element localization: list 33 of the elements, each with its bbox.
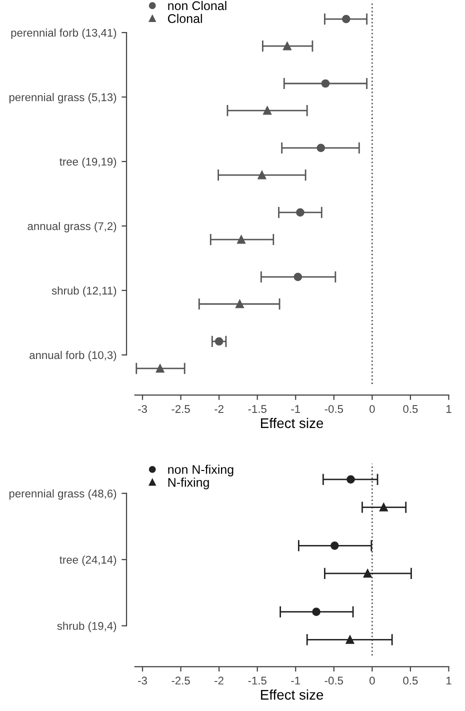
x-axis-title: Effect size	[261, 418, 324, 428]
x-tick-label: -0.5	[324, 676, 343, 685]
x-tick-label: -2	[214, 405, 224, 413]
x-tick-label: 1	[446, 405, 452, 413]
y-tick-label: perennial grass (48,6)	[9, 489, 116, 500]
x-tick-label: -2.5	[172, 405, 190, 413]
legend-label: non Clonal	[168, 0, 226, 10]
x-tick-label: -1	[291, 676, 300, 684]
x-tick-label: -1.5	[248, 676, 266, 685]
x-tick-label: -2	[214, 676, 224, 684]
x-tick-label: -3	[138, 405, 147, 413]
y-tick-label: annual grass (7,2)	[28, 222, 116, 232]
y-tick-label: tree (19,19)	[60, 157, 116, 168]
x-tick-label: 0	[370, 676, 375, 685]
y-tick-label: perennial grass (5,13)	[9, 93, 116, 104]
x-tick-label: 0	[370, 405, 375, 413]
y-tick-label: perennial forb (13,41)	[11, 28, 116, 39]
y-tick-label: shrub (19,4)	[57, 622, 116, 632]
legend-label: N-fixing	[168, 478, 209, 490]
y-tick-label: annual forb (10,3)	[30, 350, 116, 362]
x-tick-label: -0.5	[324, 405, 343, 413]
x-axis-title: Effect size	[261, 690, 324, 700]
x-tick-label: 0.5	[403, 405, 418, 413]
x-tick-label: -1	[291, 405, 300, 413]
x-tick-label: -2.5	[172, 676, 190, 685]
x-tick-label: -3	[138, 676, 147, 685]
y-tick-label: tree (24,14)	[60, 556, 116, 566]
x-tick-label: 1	[446, 676, 452, 684]
legend-label: Clonal	[168, 14, 202, 24]
legend-label: non N-fixing	[168, 464, 234, 476]
x-tick-label: 0.5	[403, 676, 418, 685]
y-tick-label: shrub (12,11)	[52, 286, 116, 297]
x-tick-label: -1.5	[248, 405, 266, 413]
